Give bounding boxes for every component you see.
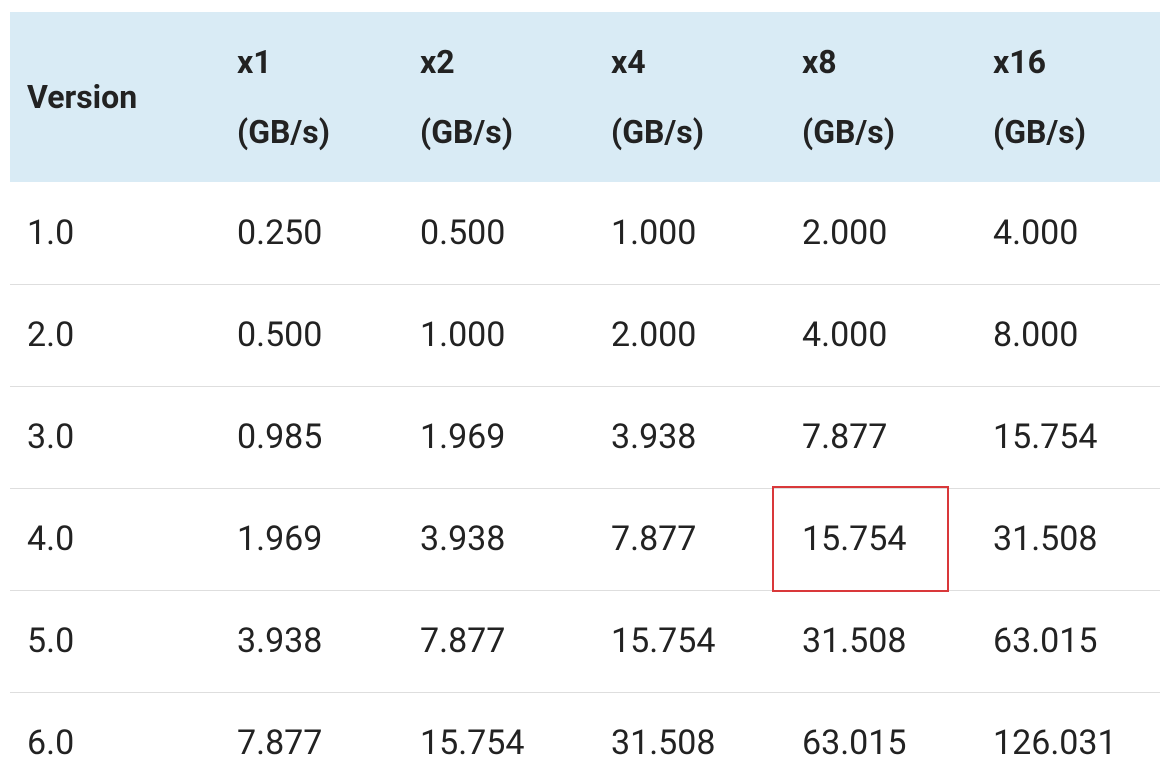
- table-cell: 15.754: [993, 417, 1098, 457]
- table-cell: 0.500: [237, 315, 323, 355]
- header-cell: Version: [27, 78, 138, 116]
- table-cell: 15.754: [611, 621, 716, 661]
- table-cell: 63.015: [993, 621, 1098, 661]
- table-cell: 15.754: [420, 723, 525, 763]
- table-cell: 2.0: [27, 315, 75, 355]
- bandwidth-table: Version x1 (GB/s) x2 (GB/s) x4 (GB/s) x8 (GB…: [10, 12, 1160, 781]
- table-cell: 1.000: [611, 213, 697, 253]
- header-cell: x16 (GB/s): [993, 43, 1086, 151]
- row-separator: [10, 284, 1160, 285]
- table-cell: 7.877: [420, 621, 506, 661]
- table-cell: 8.000: [993, 315, 1079, 355]
- table-cell: 6.0: [27, 723, 75, 763]
- table-cell: 7.877: [237, 723, 323, 763]
- table-cell: 1.000: [420, 315, 506, 355]
- table-cell: 1.969: [237, 519, 323, 559]
- table-cell: 7.877: [611, 519, 697, 559]
- row-separator: [10, 386, 1160, 387]
- table-cell: 4.0: [27, 519, 75, 559]
- header-row: [10, 12, 1160, 182]
- table-cell: 2.000: [611, 315, 697, 355]
- table-cell: 1.969: [420, 417, 506, 457]
- header-cell: x8 (GB/s): [802, 43, 895, 151]
- table-cell: 3.938: [237, 621, 323, 661]
- row-separator: [10, 692, 1160, 693]
- row-separator: [10, 488, 1160, 489]
- row-separator: [10, 590, 1160, 591]
- table-cell: 31.508: [611, 723, 716, 763]
- table-cell: 3.0: [27, 417, 75, 457]
- table-cell: 0.250: [237, 213, 323, 253]
- table-cell: 31.508: [802, 621, 907, 661]
- table-cell: 7.877: [802, 417, 888, 457]
- table-cell: 4.000: [993, 213, 1079, 253]
- table-cell: 126.031: [993, 723, 1117, 763]
- table-cell: 15.754: [802, 519, 907, 559]
- table-cell: 5.0: [27, 621, 75, 661]
- table-cell: 3.938: [611, 417, 697, 457]
- header-cell: x4 (GB/s): [611, 43, 704, 151]
- table-cell: 63.015: [802, 723, 907, 763]
- table-cell: 0.500: [420, 213, 506, 253]
- table-cell: 3.938: [420, 519, 506, 559]
- table-cell: 0.985: [237, 417, 323, 457]
- highlight-box: [772, 486, 949, 592]
- header-cell: x2 (GB/s): [420, 43, 513, 151]
- header-cell: x1 (GB/s): [237, 43, 330, 151]
- table-cell: 31.508: [993, 519, 1098, 559]
- table-cell: 4.000: [802, 315, 888, 355]
- table-cell: 2.000: [802, 213, 888, 253]
- table-cell: 1.0: [27, 213, 75, 253]
